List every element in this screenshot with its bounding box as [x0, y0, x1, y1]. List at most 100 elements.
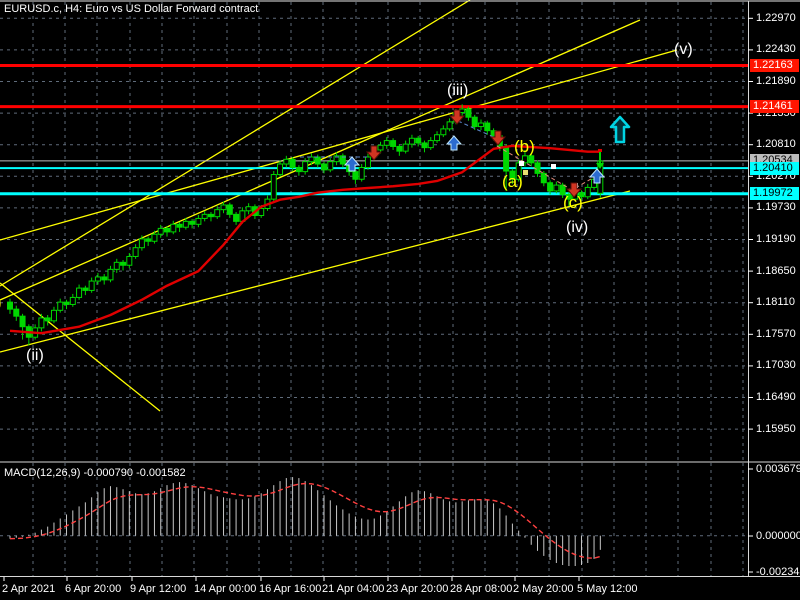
macd-tick-label: 0.000000 [756, 529, 800, 542]
candle-body [94, 276, 101, 282]
candle-body [434, 134, 441, 142]
candle-body [258, 207, 265, 217]
candle-body [553, 184, 560, 192]
candle-body [283, 158, 290, 165]
candle-body [220, 204, 227, 211]
macd-indicator-label: MACD(12,26,9) -0.000790 -0.001582 [4, 467, 186, 479]
price-tick-label: 1.22430 [756, 43, 796, 56]
candle-body [19, 315, 26, 328]
price-line-badge: 1.22163 [750, 59, 799, 73]
candle-body [76, 287, 83, 298]
candle-body [390, 140, 397, 147]
candle-body [547, 182, 554, 192]
price-line-badge: 1.20410 [750, 161, 799, 175]
time-axis-label: 2 May 20:00 [513, 583, 574, 595]
wave-count-label: (iv) [566, 219, 589, 236]
wave-count-label: (a) [502, 172, 523, 191]
candle-body [402, 143, 409, 152]
wave-count-label: (b) [514, 137, 535, 156]
price-tick-label: 1.20810 [756, 138, 796, 151]
candle-body [540, 172, 547, 184]
candle-body [207, 213, 214, 218]
candle-body [245, 206, 252, 212]
time-axis-label: 14 Apr 00:00 [194, 583, 257, 595]
candle-body [132, 247, 139, 257]
candle-body [427, 140, 434, 149]
candle-body [377, 144, 384, 151]
candle-body [559, 184, 566, 195]
candle-body [302, 161, 309, 173]
candle-body [270, 174, 277, 200]
wave-count-label: (iii) [447, 82, 469, 99]
time-axis-label: 28 Apr 08:00 [450, 583, 513, 595]
candle-body [578, 192, 585, 198]
last-bar-marker [596, 163, 604, 169]
candle-body [308, 156, 315, 163]
candle-body [415, 137, 422, 144]
chart-title: EURUSD.c, H4: Euro vs US Dollar Forward … [4, 3, 259, 15]
candle-body [515, 162, 522, 180]
price-tick-label: 1.19190 [756, 233, 796, 245]
candle-body [289, 158, 296, 169]
candle-body [383, 140, 390, 146]
candle-body [57, 301, 64, 311]
price-tick-label: 1.19730 [756, 201, 796, 214]
wave-count-label: (v) [674, 41, 693, 58]
time-axis-label: 16 Apr 16:00 [259, 583, 322, 595]
candle-body [534, 162, 541, 174]
candle-body [277, 163, 284, 176]
price-tick-label: 1.18650 [756, 264, 796, 277]
candle-body [88, 280, 95, 291]
candle-body [478, 122, 484, 128]
price-tick-label: 1.15950 [756, 422, 796, 435]
candle-body [38, 317, 45, 329]
candle-body [7, 301, 13, 310]
price-tick-label: 1.16490 [756, 391, 796, 403]
candle-body [69, 296, 76, 305]
candle-body [314, 156, 321, 165]
candle-body [565, 193, 572, 200]
candle-body [509, 170, 516, 180]
macd-tick-label: -0.002348 [756, 565, 800, 578]
candle-body [295, 167, 302, 173]
candle-body [44, 317, 51, 322]
candle-body [164, 227, 170, 233]
last-bar-marker [598, 149, 602, 152]
candle-body [189, 220, 196, 225]
candle-body [333, 155, 340, 163]
candle-body [408, 137, 415, 145]
price-tick-label: 1.17030 [756, 359, 796, 372]
candle-body [528, 155, 535, 164]
candle-body [484, 122, 491, 132]
candle-body [521, 155, 528, 164]
moving-average-line [9, 144, 601, 335]
candle-body [396, 145, 403, 152]
candle-body [421, 142, 428, 149]
candle-body [63, 301, 70, 305]
candle-body [170, 223, 177, 233]
wave-count-label: ) [0, 293, 2, 313]
wave-count-label: (ii) [26, 347, 44, 364]
candle-body [113, 261, 120, 270]
sell-arrow-icon [365, 145, 383, 161]
candle-body [358, 167, 365, 180]
connector-dashed-line [457, 120, 499, 140]
macd-signal-line [9, 482, 601, 559]
macd-tick-label: 0.003679 [756, 462, 800, 475]
candle-body [471, 116, 478, 128]
price-line-badge: 1.19972 [750, 187, 799, 201]
highlight-square [523, 170, 528, 175]
candle-body [226, 204, 233, 215]
trendline [0, 282, 161, 412]
candle-body [157, 227, 164, 235]
time-axis-label: 6 Apr 20:00 [65, 583, 122, 595]
candle-body [126, 255, 133, 266]
candle-body [233, 213, 240, 222]
price-line-badge: 1.21461 [750, 100, 799, 114]
candle-body [465, 108, 472, 118]
price-tick-label: 1.17570 [756, 327, 796, 340]
candle-body [440, 128, 447, 136]
candle-body [13, 308, 20, 317]
